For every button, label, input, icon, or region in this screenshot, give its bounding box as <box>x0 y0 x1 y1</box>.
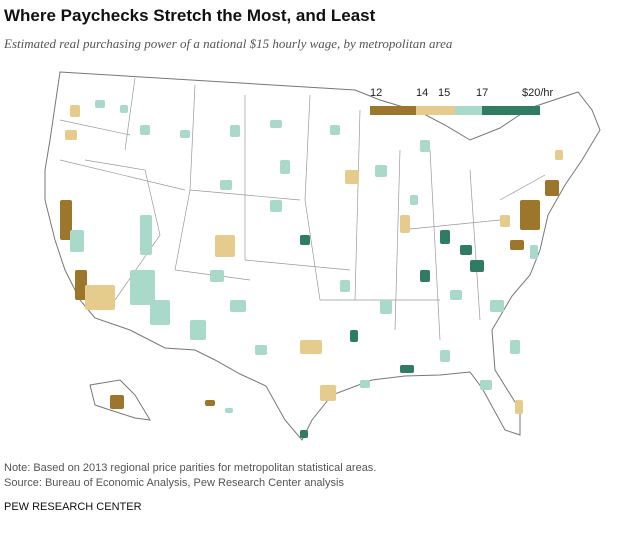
metro-area <box>340 280 350 292</box>
metro-area <box>470 260 484 272</box>
metro-area <box>375 165 387 177</box>
metro-area <box>440 230 450 244</box>
metro-area <box>300 235 310 245</box>
metro-area <box>70 230 84 252</box>
metro-area <box>75 270 87 300</box>
metro-area <box>510 340 520 354</box>
metro-area <box>95 100 105 108</box>
metro-area <box>210 270 224 282</box>
metro-area <box>140 215 152 255</box>
metro-area <box>510 240 524 250</box>
metro-area <box>85 285 115 310</box>
note: Note: Based on 2013 regional price parit… <box>4 462 377 474</box>
metro-area <box>270 200 282 212</box>
legend-swatch <box>416 106 455 115</box>
metro-area <box>490 300 504 312</box>
metro-area <box>450 290 462 300</box>
metro-area <box>520 200 540 230</box>
metro-area <box>515 400 523 414</box>
legend-label: 17 <box>476 87 488 99</box>
metro-area <box>220 180 232 190</box>
legend-label: 14 <box>416 87 428 99</box>
metro-area <box>460 245 472 255</box>
metro-area <box>180 130 190 138</box>
legend-label: 12 <box>370 87 382 99</box>
source: Source: Bureau of Economic Analysis, Pew… <box>4 477 344 489</box>
metro-area <box>500 215 510 227</box>
metro-area <box>480 380 492 390</box>
title: Where Paychecks Stretch the Most, and Le… <box>4 6 376 25</box>
metro-area <box>440 350 450 362</box>
metro-area <box>530 245 538 259</box>
metro-area <box>360 380 370 388</box>
metro-area <box>400 365 414 373</box>
metro-area <box>230 300 246 312</box>
metro-area <box>150 300 170 325</box>
metro-area <box>215 235 235 257</box>
metro-area <box>420 140 430 152</box>
metro-area <box>65 130 77 140</box>
metro-area <box>70 105 80 117</box>
metro-area <box>545 180 559 196</box>
legend-swatch <box>455 106 482 115</box>
metro-area <box>255 345 267 355</box>
metro-area <box>400 215 410 233</box>
metro-area <box>60 200 72 240</box>
metro-area <box>300 340 322 354</box>
metro-area <box>140 125 150 135</box>
subtitle: Estimated real purchasing power of a nat… <box>4 36 453 51</box>
metro-area <box>320 385 336 401</box>
metro-area <box>420 270 430 282</box>
metro-areas <box>60 100 563 438</box>
metro-area <box>120 105 128 113</box>
metro-area <box>270 120 282 128</box>
metro-area <box>280 160 290 174</box>
metro-area <box>230 125 240 137</box>
metro-area <box>345 170 359 184</box>
metro-area <box>380 300 392 314</box>
metro-area <box>350 330 358 342</box>
legend-swatch <box>482 106 540 115</box>
legend-label: $20/hr <box>522 87 554 99</box>
metro-area <box>300 430 308 438</box>
metro-area <box>190 320 206 340</box>
footer: PEW RESEARCH CENTER <box>4 501 142 513</box>
legend-label: 15 <box>438 87 450 99</box>
legend-swatch <box>370 106 416 115</box>
metro-area <box>555 150 563 160</box>
us-outline <box>44 71 601 441</box>
metro-area <box>330 125 340 135</box>
metro-area <box>205 400 215 406</box>
legend: 12 14 15 17 $20/hr <box>370 87 554 115</box>
metro-area <box>130 270 155 305</box>
metro-area <box>410 195 418 205</box>
metro-area <box>225 408 233 413</box>
metro-area <box>110 395 124 409</box>
